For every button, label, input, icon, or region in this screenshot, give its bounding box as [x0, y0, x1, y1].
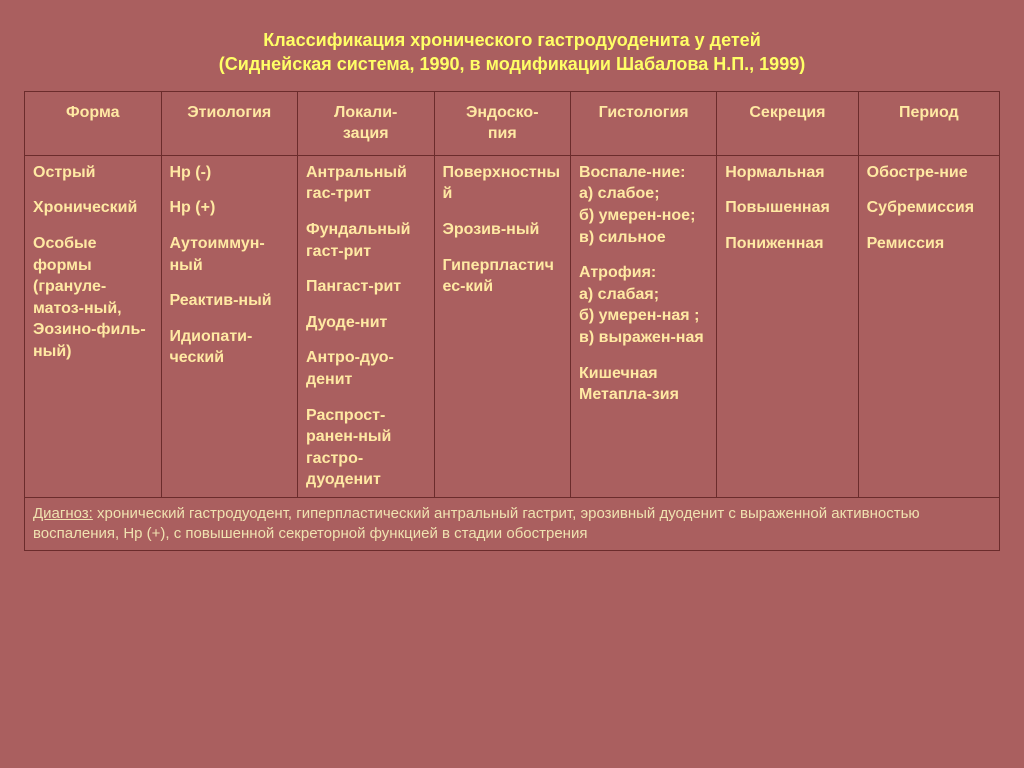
header-row: Форма Этиология Локали- зация Эндоско- п…	[25, 91, 1000, 155]
header-text: Локали-	[334, 104, 397, 121]
header-text: Гистология	[599, 104, 689, 121]
cell-text: Распрост-ранен-ный гастро-дуоденит	[306, 405, 426, 491]
cell-text: Нр (+)	[170, 197, 290, 219]
cell-text: в) сильное	[579, 229, 666, 246]
cell-text: Кишечная Метапла-зия	[579, 363, 708, 406]
title-line-2: (Сиднейская система, 1990, в модификации…	[219, 54, 805, 74]
cell-text: Антро-дуо-денит	[306, 347, 426, 390]
cell-text: Хронический	[33, 197, 153, 219]
cell-text: Реактив-ный	[170, 290, 290, 312]
cell-text: Нормальная	[725, 162, 849, 184]
cell-text: Обостре-ние	[867, 162, 991, 184]
cell-text: Ремиссия	[867, 233, 991, 255]
cell-text: Пангаст-рит	[306, 276, 426, 298]
diagnosis-cell: Диагноз: хронический гастродуодент, гипе…	[25, 497, 1000, 551]
cell-etiologiya: Нр (-) Нр (+) Аутоиммун-ный Реактив-ный …	[161, 155, 298, 497]
cell-lokalizatsiya: Антральный гас-трит Фундальный гаст-рит …	[298, 155, 435, 497]
slide: Классификация хронического гастродуодени…	[0, 0, 1024, 561]
cell-text: Субремиссия	[867, 197, 991, 219]
header-text: Эндоско-	[466, 104, 539, 121]
cell-text: Пониженная	[725, 233, 849, 255]
cell-text: Идиопати-ческий	[170, 326, 290, 369]
cell-sekretsiya: Нормальная Повышенная Пониженная	[717, 155, 858, 497]
col-header-period: Период	[858, 91, 999, 155]
header-text: Секреция	[749, 104, 825, 121]
cell-text: в) выражен-ная	[579, 329, 704, 346]
cell-text: а) слабое;	[579, 185, 660, 202]
body-row: Острый Хронический Особые формы (грануле…	[25, 155, 1000, 497]
cell-text: Аутоиммун-ный	[170, 233, 290, 276]
col-header-sekretsiya: Секреция	[717, 91, 858, 155]
header-text: Период	[899, 104, 959, 121]
col-header-forma: Форма	[25, 91, 162, 155]
cell-text: Атрофия:	[579, 264, 656, 281]
cell-text: Гиперпластичес-кий	[443, 255, 563, 298]
diagnosis-row: Диагноз: хронический гастродуодент, гипе…	[25, 497, 1000, 551]
title-line-1: Классификация хронического гастродуодени…	[263, 30, 761, 50]
cell-text: Воспале-ние: а) слабое; б) умерен-ное; в…	[579, 162, 708, 248]
header-text: Форма	[66, 104, 120, 121]
cell-text: Особые формы (грануле-матоз-ный, Эозино-…	[33, 233, 153, 363]
cell-text: б) умерен-ная ;	[579, 307, 699, 324]
diagnosis-lead: Диагноз:	[33, 505, 93, 522]
cell-text: Острый	[33, 162, 153, 184]
header-text: зация	[343, 125, 389, 142]
classification-table: Форма Этиология Локали- зация Эндоско- п…	[24, 91, 1000, 552]
cell-period: Обостре-ние Субремиссия Ремиссия	[858, 155, 999, 497]
cell-text: Антральный гас-трит	[306, 162, 426, 205]
cell-gistologiya: Воспале-ние: а) слабое; б) умерен-ное; в…	[571, 155, 717, 497]
header-text: Этиология	[187, 104, 271, 121]
title: Классификация хронического гастродуодени…	[24, 28, 1000, 77]
cell-text: б) умерен-ное;	[579, 207, 695, 224]
col-header-lokalizatsiya: Локали- зация	[298, 91, 435, 155]
cell-text: Повышенная	[725, 197, 849, 219]
cell-endoskopiya: Поверхностный Эрозив-ный Гиперпластичес-…	[434, 155, 571, 497]
header-text: пия	[488, 125, 517, 142]
cell-text: а) слабая;	[579, 286, 659, 303]
cell-text: Эрозив-ный	[443, 219, 563, 241]
cell-text: Нр (-)	[170, 162, 290, 184]
cell-text: Поверхностный	[443, 162, 563, 205]
col-header-etiologiya: Этиология	[161, 91, 298, 155]
cell-text: Фундальный гаст-рит	[306, 219, 426, 262]
col-header-endoskopiya: Эндоско- пия	[434, 91, 571, 155]
cell-forma: Острый Хронический Особые формы (грануле…	[25, 155, 162, 497]
diagnosis-text: хронический гастродуодент, гиперпластиче…	[33, 505, 920, 542]
cell-text: Воспале-ние:	[579, 164, 685, 181]
col-header-gistologiya: Гистология	[571, 91, 717, 155]
cell-text: Дуоде-нит	[306, 312, 426, 334]
cell-text: Атрофия: а) слабая; б) умерен-ная ; в) в…	[579, 262, 708, 348]
